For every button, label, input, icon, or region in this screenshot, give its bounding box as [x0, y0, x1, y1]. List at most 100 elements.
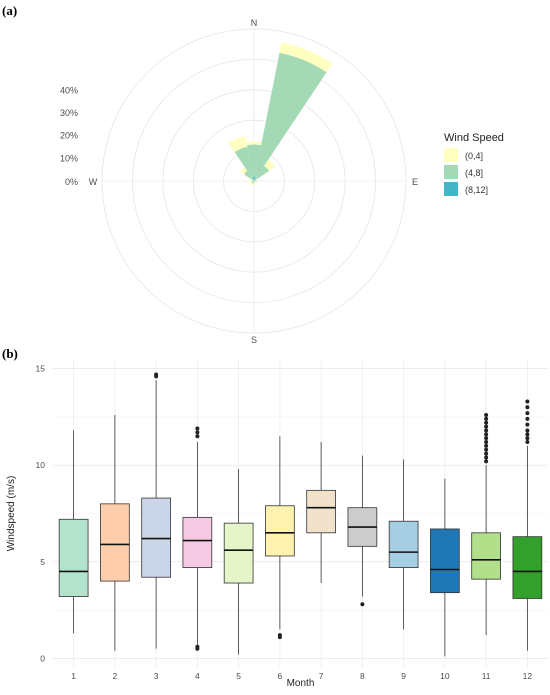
rose-sector-7-bin-1 [251, 181, 254, 184]
box-month-12 [512, 536, 543, 599]
outlier-point [484, 455, 489, 460]
legend-title: Wind Speed [444, 132, 504, 144]
outlier-point [525, 428, 530, 433]
outlier-point [484, 447, 489, 452]
rose-sector-0-bin-2 [253, 176, 255, 181]
box-month-4 [182, 516, 213, 568]
x-tick-label: 2 [113, 671, 118, 681]
x-tick-label: 7 [319, 671, 324, 681]
box-month-3 [141, 497, 171, 578]
rose-sector-5-bin-0 [253, 182, 255, 185]
outlier-point [195, 426, 200, 431]
direction-label-w: W [89, 177, 98, 187]
outlier-point [360, 602, 365, 607]
outlier-point [195, 434, 200, 439]
outlier-point [277, 633, 282, 638]
outlier-point [154, 372, 159, 377]
outlier-point [525, 432, 530, 437]
y-tick-label: 0 [40, 653, 45, 663]
rose-sector-9-bin-1 [243, 170, 254, 181]
x-tick-label: 9 [401, 671, 406, 681]
legend-label-0: (0,4] [465, 151, 483, 161]
x-tick-label: 8 [360, 671, 365, 681]
rose-sector-6-bin-0 [251, 183, 254, 186]
outlier-point [525, 399, 530, 404]
outlier-point [525, 416, 530, 421]
box-month-5 [223, 522, 254, 584]
x-tick-label: 4 [195, 671, 200, 681]
panel-b-label: (b) [2, 346, 18, 361]
box-month-10 [430, 528, 460, 594]
x-tick-label: 1 [71, 671, 76, 681]
rose-sector-10-bin-1 [234, 146, 254, 181]
rose-sector-5-bin-1 [253, 181, 255, 183]
outlier-point [525, 436, 530, 441]
box-month-1 [58, 518, 89, 597]
outlier-point [484, 459, 489, 464]
rose-sector-6-bin-1 [252, 181, 254, 184]
wind-rose-labels: N E S W [89, 18, 418, 345]
rose-sector-1-bin-2 [254, 178, 256, 181]
y-tick-label: 10 [36, 460, 46, 470]
x-tick-labels: 1 2 3 4 5 6 7 8 9 10 11 12 [71, 671, 532, 681]
x-tick-label: 11 [482, 671, 491, 681]
outlier-point [484, 416, 489, 421]
x-tick-label: 6 [278, 671, 283, 681]
outlier-point [484, 413, 489, 418]
outlier-point [484, 443, 489, 448]
legend-label-2: (8,12] [465, 185, 488, 195]
rose-sector-8-bin-0 [247, 179, 252, 183]
box-month-11 [471, 532, 501, 580]
outlier-point [525, 422, 530, 427]
legend-swatch-1 [444, 165, 458, 179]
radial-tick-label: 10% [60, 153, 78, 163]
rose-sector-0-bin-0 [246, 141, 262, 146]
x-tick-label: 3 [154, 671, 159, 681]
radial-tick-label: 40% [60, 85, 78, 95]
box-month-6 [265, 505, 295, 557]
y-axis-label: Windspeed (m/s) [6, 476, 17, 552]
radial-tick-labels: 0% 10% 20% 30% 40% [60, 85, 78, 187]
outlier-point [195, 644, 200, 649]
direction-label-e: E [412, 177, 418, 187]
rose-sector-2-bin-0 [264, 159, 276, 171]
outlier-point [484, 440, 489, 445]
rose-sector-9-bin-0 [240, 167, 248, 175]
rose-sector-8-bin-1 [250, 180, 254, 182]
wind-rose-grid [101, 28, 407, 334]
radial-tick-label: 0% [65, 177, 78, 187]
legend-swatch-2 [444, 182, 458, 196]
outlier-point [525, 405, 530, 410]
y-tick-labels: 0 5 10 15 [36, 364, 46, 664]
legend-items: (0,4] (4,8] (8,12] [444, 148, 488, 196]
wind-rose-chart: N E S W 0% 10% 20% 30% 40% [60, 18, 418, 345]
y-tick-label: 5 [40, 557, 45, 567]
outlier-point [525, 440, 530, 445]
outlier-point [484, 432, 489, 437]
box-month-9 [388, 520, 419, 568]
y-tick-label: 15 [36, 364, 46, 374]
legend-swatch-0 [444, 148, 458, 162]
outlier-point [484, 451, 489, 456]
rose-sector-1-bin-0 [279, 42, 333, 73]
x-tick-label: 10 [440, 671, 450, 681]
rose-sector-4-bin-0 [254, 181, 257, 184]
box-month-7 [306, 489, 336, 534]
legend-label-1: (4,8] [465, 168, 483, 178]
rose-sector-2-bin-1 [254, 165, 270, 181]
rose-sector-3-bin-1 [254, 180, 258, 182]
rose-sector-3-bin-0 [256, 180, 259, 182]
boxplot-marks [58, 372, 543, 657]
outlier-point [484, 436, 489, 441]
x-axis-label: Month [287, 678, 315, 689]
radial-tick-label: 20% [60, 131, 78, 141]
rose-sector-7-bin-0 [250, 182, 253, 185]
radial-tick-label: 30% [60, 108, 78, 118]
rose-sector-10-bin-0 [228, 136, 248, 152]
rose-sector-1-bin-1 [254, 52, 327, 179]
outlier-point [195, 430, 200, 435]
outlier-point [484, 420, 489, 425]
